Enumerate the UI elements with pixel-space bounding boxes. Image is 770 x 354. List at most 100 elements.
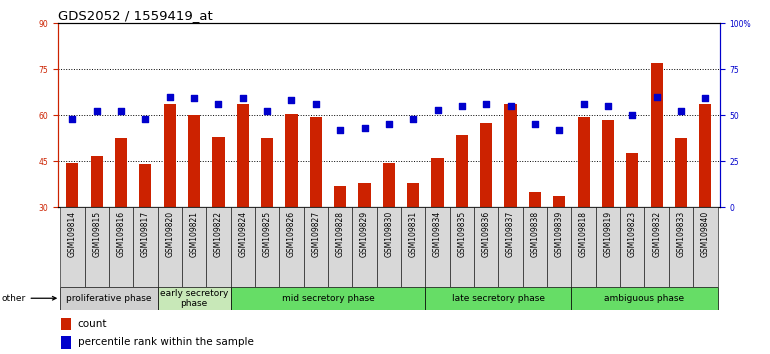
- Point: [504, 103, 517, 109]
- Text: GDS2052 / 1559419_at: GDS2052 / 1559419_at: [58, 9, 213, 22]
- Bar: [358, 183, 370, 207]
- Bar: [334, 185, 346, 207]
- Bar: [578, 116, 590, 207]
- Text: GSM109820: GSM109820: [166, 211, 174, 257]
- Text: mid secretory phase: mid secretory phase: [282, 294, 374, 303]
- Text: GSM109815: GSM109815: [92, 211, 101, 257]
- Text: GSM109834: GSM109834: [433, 211, 442, 257]
- Point: [456, 103, 468, 109]
- Bar: [230, 207, 255, 287]
- Bar: [699, 104, 711, 207]
- Point: [188, 96, 200, 101]
- Point: [407, 116, 420, 121]
- Bar: [133, 207, 158, 287]
- Point: [66, 116, 79, 121]
- Bar: [182, 207, 206, 287]
- Text: GSM109817: GSM109817: [141, 211, 150, 257]
- Bar: [280, 207, 303, 287]
- Bar: [328, 207, 353, 287]
- Text: GSM109822: GSM109822: [214, 211, 223, 257]
- Point: [358, 125, 370, 131]
- Point: [213, 101, 225, 107]
- Point: [286, 97, 298, 103]
- Bar: [425, 207, 450, 287]
- Bar: [61, 318, 71, 330]
- Bar: [377, 207, 401, 287]
- Point: [626, 112, 638, 118]
- Text: GSM109835: GSM109835: [457, 211, 467, 257]
- Point: [529, 121, 541, 127]
- Bar: [504, 104, 517, 207]
- Point: [236, 96, 249, 101]
- Point: [163, 94, 176, 99]
- Bar: [188, 115, 200, 207]
- Bar: [480, 123, 492, 207]
- Bar: [651, 63, 663, 207]
- Text: GSM109825: GSM109825: [263, 211, 272, 257]
- Point: [431, 107, 444, 112]
- Text: GSM109818: GSM109818: [579, 211, 588, 257]
- Bar: [675, 138, 687, 207]
- Bar: [401, 207, 425, 287]
- Text: GSM109836: GSM109836: [482, 211, 490, 257]
- Bar: [571, 287, 718, 310]
- Bar: [139, 164, 152, 207]
- Bar: [498, 207, 523, 287]
- Text: GSM109829: GSM109829: [360, 211, 369, 257]
- Bar: [230, 287, 425, 310]
- Point: [334, 127, 346, 133]
- Bar: [61, 336, 71, 348]
- Bar: [626, 153, 638, 207]
- Text: late secretory phase: late secretory phase: [452, 294, 545, 303]
- Bar: [547, 207, 571, 287]
- Point: [480, 101, 492, 107]
- Text: GSM109833: GSM109833: [677, 211, 685, 257]
- Bar: [158, 207, 182, 287]
- Text: GSM109838: GSM109838: [531, 211, 540, 257]
- Text: GSM109831: GSM109831: [409, 211, 417, 257]
- Bar: [693, 207, 718, 287]
- Text: GSM109840: GSM109840: [701, 211, 710, 257]
- Point: [261, 109, 273, 114]
- Point: [699, 96, 711, 101]
- Text: percentile rank within the sample: percentile rank within the sample: [78, 337, 253, 347]
- Text: count: count: [78, 319, 107, 329]
- Text: GSM109830: GSM109830: [384, 211, 393, 257]
- Bar: [474, 207, 498, 287]
- Bar: [620, 207, 644, 287]
- Bar: [303, 207, 328, 287]
- Point: [115, 109, 127, 114]
- Bar: [286, 114, 297, 207]
- Bar: [523, 207, 547, 287]
- Text: GSM109828: GSM109828: [336, 211, 345, 257]
- Point: [651, 94, 663, 99]
- Bar: [60, 287, 158, 310]
- Bar: [644, 207, 669, 287]
- Text: proliferative phase: proliferative phase: [66, 294, 152, 303]
- Bar: [109, 207, 133, 287]
- Text: GSM109814: GSM109814: [68, 211, 77, 257]
- Text: GSM109832: GSM109832: [652, 211, 661, 257]
- Point: [675, 109, 687, 114]
- Text: GSM109826: GSM109826: [287, 211, 296, 257]
- Bar: [450, 207, 474, 287]
- Bar: [66, 162, 79, 207]
- Bar: [669, 207, 693, 287]
- Point: [553, 127, 565, 133]
- Bar: [431, 158, 444, 207]
- Text: other: other: [2, 294, 56, 303]
- Bar: [236, 104, 249, 207]
- Text: GSM109819: GSM109819: [604, 211, 612, 257]
- Text: GSM109827: GSM109827: [311, 211, 320, 257]
- Bar: [553, 196, 565, 207]
- Bar: [383, 162, 395, 207]
- Text: GSM109839: GSM109839: [554, 211, 564, 257]
- Bar: [164, 104, 176, 207]
- Bar: [213, 137, 225, 207]
- Bar: [407, 183, 420, 207]
- Text: GSM109816: GSM109816: [116, 211, 126, 257]
- Bar: [596, 207, 620, 287]
- Point: [91, 109, 103, 114]
- Text: GSM109823: GSM109823: [628, 211, 637, 257]
- Point: [139, 116, 152, 121]
